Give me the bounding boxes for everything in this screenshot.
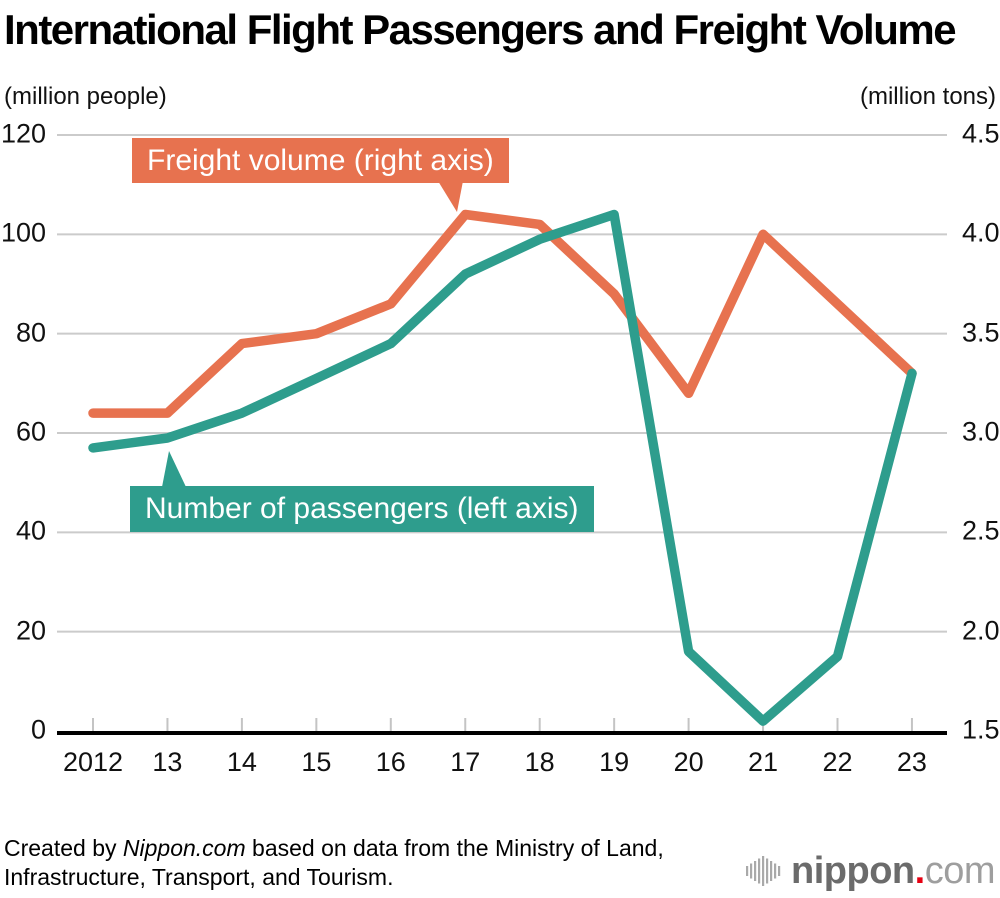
series-line-freight	[88, 209, 917, 418]
series-line-passengers	[88, 209, 917, 726]
right-axis-tick-label: 1.5	[962, 714, 1000, 745]
wave-bar	[758, 858, 761, 884]
chart-title: International Flight Passengers and Frei…	[4, 6, 957, 53]
left-axis-tick-label: 100	[0, 217, 46, 248]
left-axis-tick-label: 0	[30, 714, 46, 745]
source-credit-prefix: Created by	[4, 835, 123, 861]
left-axis-unit-label: (million people)	[4, 83, 167, 110]
x-axis-tick-label: 13	[152, 747, 183, 777]
legend-passengers-pointer	[162, 451, 186, 487]
source-credit-source: Nippon.com	[122, 835, 246, 861]
wave-bar	[750, 863, 753, 879]
source-credit: Created by Nippon.com based on data from…	[4, 834, 764, 892]
x-axis-tick-label: 16	[375, 747, 406, 777]
nippon-logo-wave-icon	[746, 856, 781, 886]
x-axis-tick-label: 19	[599, 747, 630, 777]
wave-bar	[762, 856, 765, 886]
left-axis-tick-label: 60	[15, 416, 46, 447]
left-axis-tick-label: 40	[15, 515, 46, 546]
nippon-logo: nippon.com	[745, 849, 996, 893]
wave-bar	[774, 863, 777, 879]
source-credit-suffix: based on data from the Ministry of Land,…	[4, 835, 664, 890]
x-axis-tick-label: 2012	[62, 747, 124, 777]
left-axis-tick-label: 20	[15, 614, 46, 645]
right-axis-tick-label: 3.5	[962, 316, 1000, 347]
x-axis-tick-label: 15	[301, 747, 332, 777]
wave-bar	[754, 861, 757, 881]
x-axis-tick-label: 22	[822, 747, 853, 777]
right-axis-labels: 1.5 2.0 2.5 3.0 3.5 4.0 4.5	[962, 0, 1000, 898]
legend-passengers-label: Number of passengers (left axis)	[145, 492, 579, 525]
right-axis-tick-label: 4.0	[962, 217, 1000, 248]
wave-bar	[770, 861, 773, 881]
x-axis-tick-label: 18	[524, 747, 555, 777]
wave-bar	[778, 866, 781, 876]
wave-bar	[766, 858, 769, 884]
wave-bar	[746, 866, 749, 876]
right-axis-tick-label: 2.5	[962, 515, 1000, 546]
x-axis-tick-label: 23	[896, 747, 927, 777]
left-axis-tick-label: 120	[0, 118, 46, 149]
left-axis-tick-label: 80	[15, 316, 46, 347]
x-axis-tick-label: 17	[450, 747, 481, 777]
right-axis-tick-label: 3.0	[962, 416, 1000, 447]
legend-freight-pointer	[438, 181, 463, 212]
legend-freight-volume-label: Freight volume (right axis)	[147, 144, 494, 177]
legend-freight-volume: Freight volume (right axis)	[132, 138, 509, 183]
right-axis-tick-label: 2.0	[962, 614, 1000, 645]
right-axis-tick-label: 4.5	[962, 118, 1000, 149]
nippon-logo-text: nippon.com	[791, 850, 995, 892]
x-axis-tick-label: 20	[673, 747, 704, 777]
x-axis-tick-label: 21	[748, 747, 779, 777]
right-axis-unit-label: (million tons)	[859, 83, 996, 110]
legend-passengers: Number of passengers (left axis)	[130, 486, 594, 532]
left-axis-labels: 0 20 40 60 80 100 120	[0, 0, 46, 898]
x-axis-tick-label: 14	[226, 747, 257, 777]
